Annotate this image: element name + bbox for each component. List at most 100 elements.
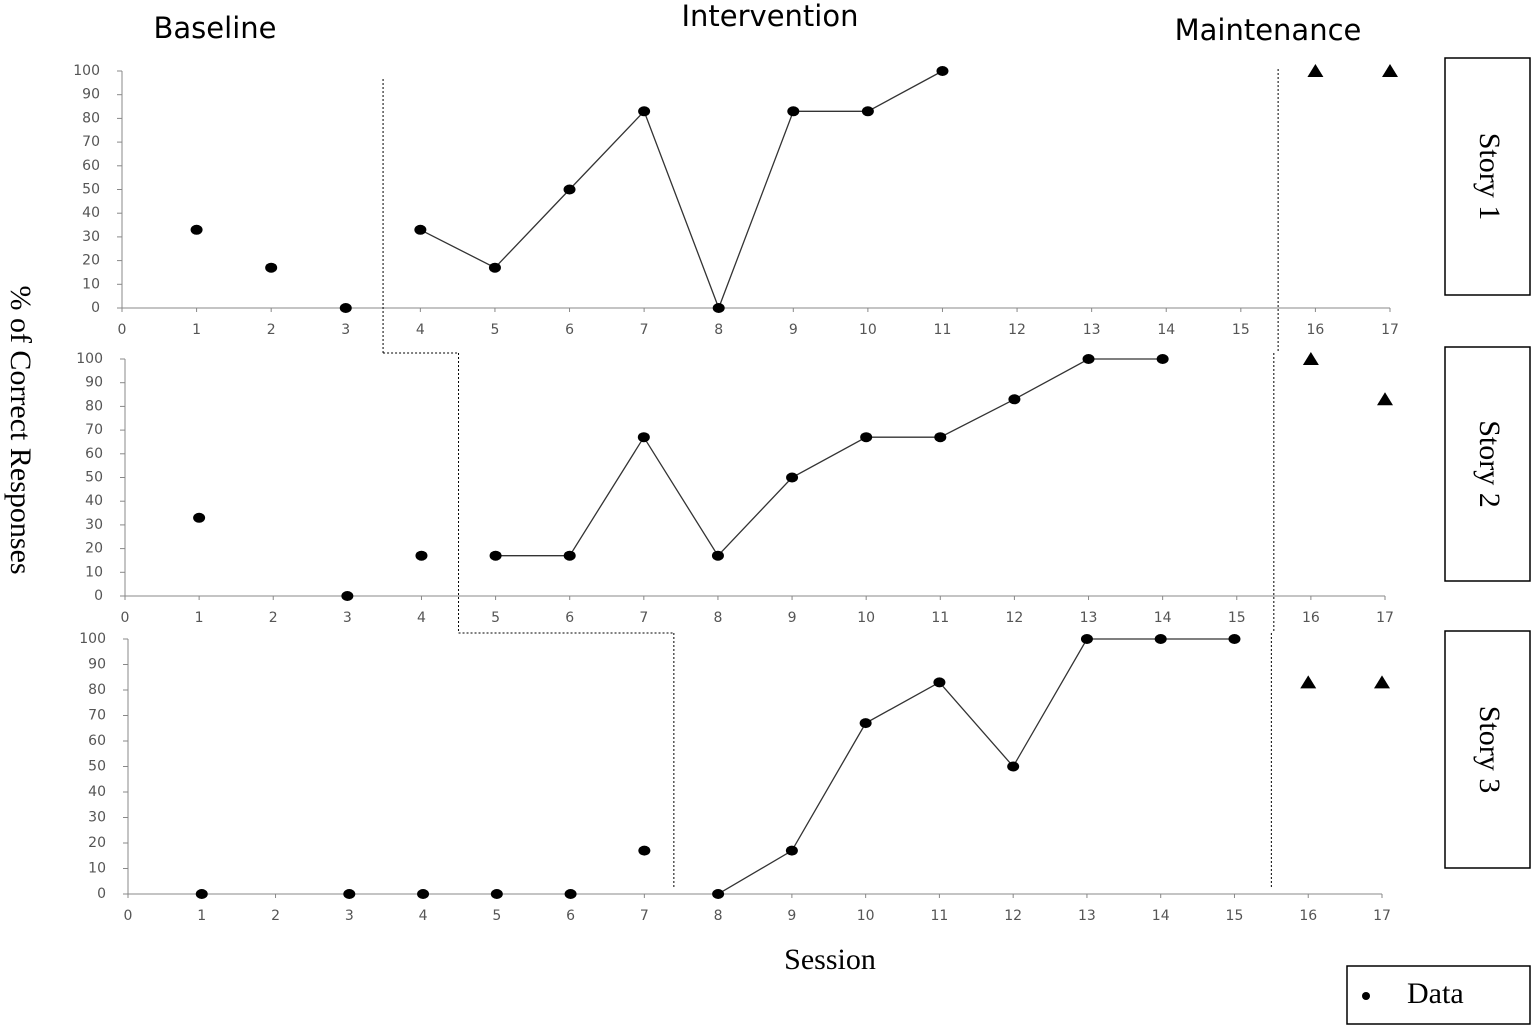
data-point bbox=[637, 432, 650, 443]
legend-marker bbox=[1362, 992, 1370, 1000]
phase-label: Maintenance bbox=[1175, 13, 1362, 47]
legend-label: Data bbox=[1407, 977, 1464, 1010]
y-tick-label: 50 bbox=[82, 182, 100, 198]
data-point bbox=[638, 845, 651, 856]
x-tick-label: 13 bbox=[1078, 908, 1096, 924]
panel-label: Story 2 bbox=[1473, 420, 1506, 508]
data-point bbox=[190, 224, 203, 235]
y-tick-label: 60 bbox=[82, 158, 100, 174]
x-tick-label: 10 bbox=[857, 908, 875, 924]
x-tick-label: 8 bbox=[714, 322, 723, 338]
data-point bbox=[195, 889, 208, 899]
data-point bbox=[712, 303, 725, 313]
data-point bbox=[860, 432, 873, 443]
x-tick-label: 0 bbox=[121, 610, 130, 626]
y-tick-label: 20 bbox=[85, 541, 103, 557]
x-tick-label: 2 bbox=[269, 610, 278, 626]
x-tick-label: 5 bbox=[490, 322, 499, 338]
y-tick-label: 30 bbox=[82, 229, 100, 245]
x-tick-label: 12 bbox=[1008, 322, 1026, 338]
data-line bbox=[495, 358, 1163, 557]
x-tick-label: 14 bbox=[1152, 908, 1170, 924]
data-point bbox=[489, 550, 502, 561]
x-tick-label: 8 bbox=[713, 610, 722, 626]
x-tick-label: 4 bbox=[417, 610, 426, 626]
data-point bbox=[339, 303, 352, 313]
data-point bbox=[415, 550, 428, 561]
x-tick-label: 13 bbox=[1083, 322, 1101, 338]
x-tick-label: 8 bbox=[714, 908, 723, 924]
x-tick-label: 17 bbox=[1373, 908, 1391, 924]
y-tick-label: 50 bbox=[85, 470, 103, 486]
data-point bbox=[859, 718, 872, 729]
x-tick-label: 7 bbox=[640, 908, 649, 924]
data-point bbox=[1080, 634, 1093, 644]
data-point bbox=[933, 677, 946, 688]
x-tick-label: 2 bbox=[271, 908, 280, 924]
y-tick-label: 20 bbox=[82, 253, 100, 269]
data-line bbox=[420, 70, 943, 310]
y-tick-label: 80 bbox=[85, 398, 103, 414]
x-tick-label: 17 bbox=[1376, 610, 1394, 626]
x-tick-label: 14 bbox=[1157, 322, 1175, 338]
data-point bbox=[787, 106, 800, 117]
y-tick-label: 100 bbox=[79, 631, 106, 647]
x-tick-label: 11 bbox=[934, 322, 952, 338]
panel-label-box bbox=[1444, 630, 1531, 869]
x-tick-label: 16 bbox=[1302, 610, 1320, 626]
x-tick-label: 6 bbox=[565, 610, 574, 626]
data-point bbox=[638, 106, 651, 117]
x-tick-label: 15 bbox=[1232, 322, 1250, 338]
x-tick-label: 16 bbox=[1299, 908, 1317, 924]
x-tick-label: 12 bbox=[1005, 610, 1023, 626]
data-point bbox=[563, 550, 576, 561]
data-point bbox=[785, 845, 798, 856]
y-tick-label: 20 bbox=[88, 835, 106, 851]
data-point bbox=[1007, 761, 1020, 772]
y-tick-label: 80 bbox=[82, 110, 100, 126]
panel-label: Story 3 bbox=[1473, 706, 1506, 794]
data-point bbox=[936, 66, 949, 76]
x-tick-label: 4 bbox=[419, 908, 428, 924]
data-point bbox=[1300, 675, 1317, 689]
y-tick-label: 40 bbox=[88, 784, 106, 800]
x-tick-label: 4 bbox=[416, 322, 425, 338]
data-point bbox=[343, 889, 356, 899]
y-tick-label: 100 bbox=[76, 351, 103, 367]
x-tick-label: 11 bbox=[930, 908, 948, 924]
x-tick-label: 3 bbox=[343, 610, 352, 626]
y-tick-label: 0 bbox=[94, 588, 103, 604]
data-point bbox=[1302, 352, 1319, 365]
x-tick-label: 5 bbox=[492, 908, 501, 924]
y-tick-label: 100 bbox=[73, 63, 100, 79]
x-tick-label: 1 bbox=[195, 610, 204, 626]
y-axis-label: % of Correct Responses bbox=[4, 285, 37, 574]
data-point bbox=[861, 106, 874, 117]
x-tick-label: 9 bbox=[789, 322, 798, 338]
y-tick-label: 90 bbox=[82, 87, 100, 103]
y-tick-label: 30 bbox=[88, 810, 106, 826]
data-point bbox=[1228, 634, 1241, 644]
data-point bbox=[1307, 64, 1324, 77]
panel-label-box bbox=[1444, 57, 1531, 296]
x-tick-label: 3 bbox=[341, 322, 350, 338]
x-tick-label: 7 bbox=[640, 322, 649, 338]
data-point bbox=[934, 432, 947, 443]
x-tick-label: 12 bbox=[1004, 908, 1022, 924]
data-point bbox=[563, 184, 576, 195]
legend bbox=[1346, 965, 1531, 1025]
x-tick-label: 1 bbox=[192, 322, 201, 338]
x-tick-label: 7 bbox=[639, 610, 648, 626]
data-point bbox=[1382, 64, 1398, 77]
y-tick-label: 30 bbox=[85, 517, 103, 533]
x-tick-label: 15 bbox=[1226, 908, 1244, 924]
x-tick-label: 9 bbox=[787, 908, 796, 924]
y-tick-label: 10 bbox=[85, 564, 103, 580]
x-tick-label: 10 bbox=[859, 322, 877, 338]
data-point bbox=[1377, 392, 1393, 406]
panel-label: Story 1 bbox=[1473, 133, 1506, 221]
x-tick-label: 3 bbox=[345, 908, 354, 924]
y-tick-label: 0 bbox=[97, 886, 106, 902]
x-tick-label: 13 bbox=[1080, 610, 1098, 626]
